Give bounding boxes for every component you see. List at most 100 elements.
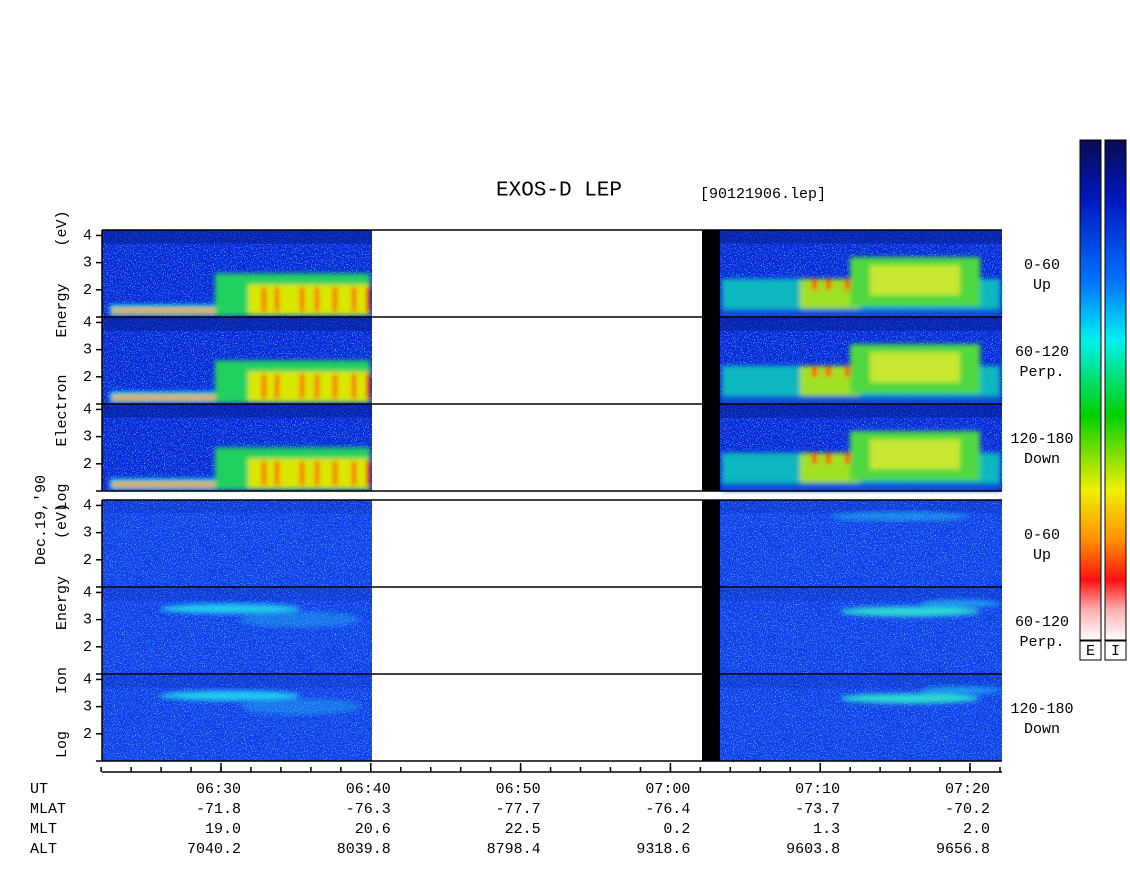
spectrogram-top-band <box>720 500 1002 514</box>
y-tick-label: 3 <box>83 342 92 359</box>
feature <box>826 452 831 464</box>
y-axis-label: Log Ion Energy (eV) <box>54 503 71 758</box>
feature <box>315 461 319 486</box>
x-row-value: 07:10 <box>795 781 840 798</box>
feature <box>275 374 279 399</box>
feature <box>352 287 356 312</box>
y-axis-label: Log Electron Energy (eV) <box>54 210 71 510</box>
spectrogram-features <box>160 686 1000 715</box>
x-row-value: 8798.4 <box>487 841 541 858</box>
feature <box>845 365 850 377</box>
data-gap <box>372 587 702 674</box>
panel-direction: Up <box>1033 547 1051 564</box>
y-tick-label: 3 <box>83 699 92 716</box>
x-row-name: ALT <box>30 841 57 858</box>
color-bar <box>1104 139 1127 641</box>
x-row-value: -76.4 <box>645 801 690 818</box>
feature <box>870 352 960 383</box>
x-row-value: 06:40 <box>346 781 391 798</box>
feature <box>845 278 850 290</box>
x-row-value: 07:00 <box>645 781 690 798</box>
y-tick-label: 2 <box>83 369 92 386</box>
x-row-value: 8039.8 <box>337 841 391 858</box>
panel-direction: Perp. <box>1019 364 1064 381</box>
data-gap <box>372 230 702 317</box>
spectrogram-top-band <box>720 404 1002 418</box>
feature <box>315 374 319 399</box>
panel-range: 0-60 <box>1024 257 1060 274</box>
feature <box>366 461 370 486</box>
feature <box>830 511 970 522</box>
panel-direction: Perp. <box>1019 634 1064 651</box>
feature <box>352 374 356 399</box>
feature <box>262 287 266 312</box>
feature <box>112 395 234 401</box>
feature <box>333 287 337 312</box>
data-gap <box>372 317 702 404</box>
feature <box>840 606 980 617</box>
feature <box>275 461 279 486</box>
spectrogram-panel <box>102 500 1002 587</box>
spectrogram-panel <box>102 674 1002 761</box>
spectrogram-panel <box>102 404 1002 491</box>
x-row-value: 06:30 <box>196 781 241 798</box>
spectrogram-noise <box>102 500 372 587</box>
panel-range: 120-180 <box>1010 701 1073 718</box>
spectrogram-top-band <box>720 674 1002 688</box>
feature <box>812 365 817 377</box>
y-tick-label: 4 <box>83 401 92 418</box>
y-tick-label: 2 <box>83 282 92 299</box>
x-row-value: 9603.8 <box>786 841 840 858</box>
panel-range: 60-120 <box>1015 344 1069 361</box>
feature <box>112 308 234 314</box>
x-row-name: MLAT <box>30 801 66 818</box>
spectrogram-noise <box>102 587 372 674</box>
panel-direction: Down <box>1024 721 1060 738</box>
x-row-value: 1.3 <box>813 821 840 838</box>
feature <box>826 365 831 377</box>
spectrogram-features <box>830 511 970 522</box>
y-tick-label: 2 <box>83 456 92 473</box>
x-row-value: -71.8 <box>196 801 241 818</box>
feature <box>262 374 266 399</box>
feature <box>870 265 960 296</box>
x-row-value: -77.7 <box>496 801 541 818</box>
feature <box>300 287 304 312</box>
no-data-bar <box>702 587 720 674</box>
x-row-value: 19.0 <box>205 821 241 838</box>
spectrogram-top-band <box>102 404 372 418</box>
x-row-value: 20.6 <box>355 821 391 838</box>
spectrogram-features <box>110 344 1000 404</box>
x-row-value: 7040.2 <box>187 841 241 858</box>
x-row-value: 07:20 <box>945 781 990 798</box>
spectrogram-noise <box>102 674 372 761</box>
color-bar-label-box <box>1104 640 1127 661</box>
spectrogram-panel <box>102 230 1002 317</box>
spectrogram-top-band <box>720 230 1002 244</box>
panel-range: 0-60 <box>1024 527 1060 544</box>
y-tick-label: 3 <box>83 255 92 272</box>
feature <box>722 395 1000 404</box>
data-gap <box>372 500 702 587</box>
feature <box>112 482 234 488</box>
file-name: [90121906.lep] <box>700 186 826 203</box>
no-data-bar <box>702 500 720 587</box>
spectrogram-top-band <box>720 587 1002 601</box>
spectrogram-top-band <box>102 317 372 331</box>
feature <box>160 603 300 614</box>
no-data-bar <box>702 317 720 404</box>
feature <box>262 461 266 486</box>
spectrogram-top-band <box>720 317 1002 331</box>
y-tick-label: 4 <box>83 584 92 601</box>
y-tick-label: 3 <box>83 525 92 542</box>
x-row-value: 2.0 <box>963 821 990 838</box>
spectrogram-panel <box>102 317 1002 404</box>
x-row-value: 22.5 <box>505 821 541 838</box>
spectrogram-features <box>110 257 1000 317</box>
feature <box>275 287 279 312</box>
data-gap <box>372 674 702 761</box>
panel-range: 60-120 <box>1015 614 1069 631</box>
feature <box>366 374 370 399</box>
panel-range: 120-180 <box>1010 431 1073 448</box>
